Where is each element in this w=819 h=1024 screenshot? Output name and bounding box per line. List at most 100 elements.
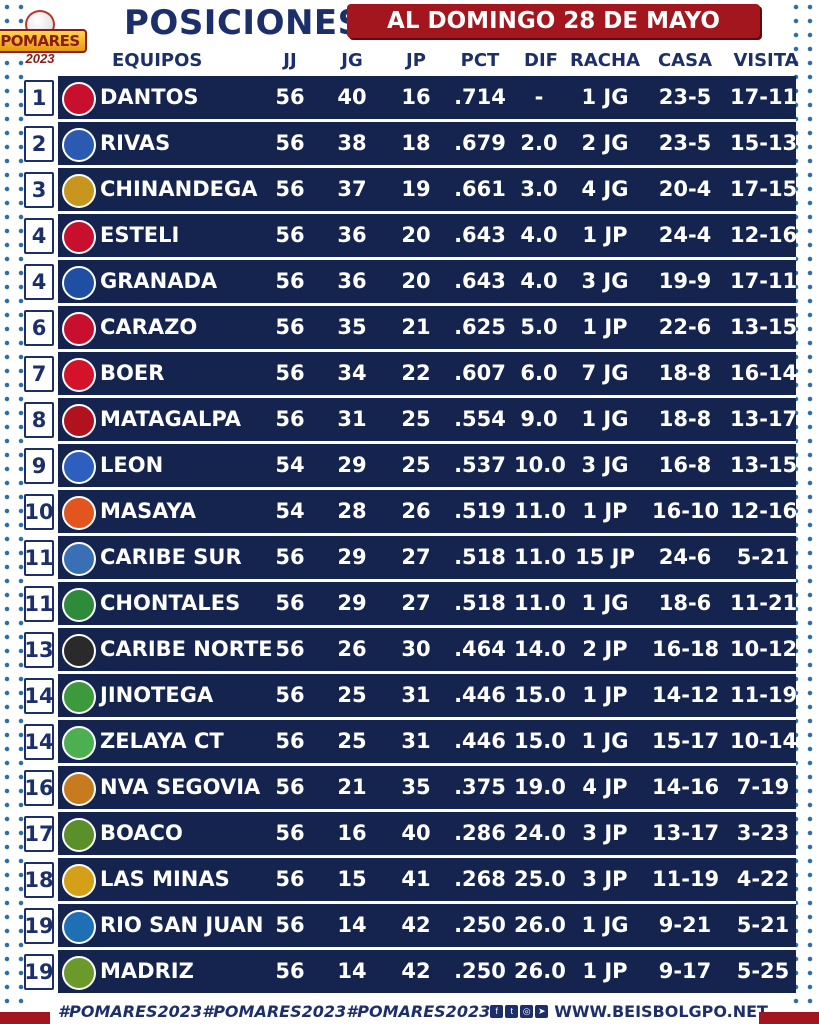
cell-jp: 20 — [401, 269, 431, 293]
table-row: 14 JINOTEGA 56 25 31 .446 15.0 1 JP 14-12 11-19 — [24, 674, 798, 720]
team-name: GRANADA — [100, 269, 218, 293]
cell-jj: 56 — [275, 85, 305, 109]
cell-racha: 1 JP — [582, 959, 628, 983]
team-name: NVA SEGOVIA — [100, 775, 261, 799]
row-background — [58, 812, 796, 855]
cell-visita: 15-13 — [730, 131, 798, 155]
cell-visita: 3-23 — [736, 821, 790, 845]
cell-racha: 1 JP — [582, 223, 628, 247]
cell-jp: 19 — [401, 177, 431, 201]
table-row: 7 BOER 56 34 22 .607 6.0 7 JG 18-8 16-14 — [24, 352, 797, 398]
cell-casa: 18-8 — [658, 407, 712, 431]
cell-pct: .643 — [454, 223, 506, 247]
boer-icon — [62, 358, 96, 392]
table-row: 16 NVA SEGOVIA 56 21 35 .375 19.0 4 JP 14-16 7-19 — [24, 766, 796, 812]
team-name: BOER — [100, 361, 165, 385]
cell-casa: 23-5 — [658, 131, 712, 155]
table-row: 1 DANTOS 56 40 16 .714 - 1 JG 23-5 17-11 — [24, 76, 797, 122]
cell-dif: 26.0 — [514, 959, 566, 983]
row-background — [58, 398, 796, 441]
telegram-icon[interactable]: ➤ — [535, 1004, 549, 1018]
cell-jj: 56 — [275, 407, 305, 431]
team-name: ZELAYA CT — [100, 729, 224, 753]
cell-visita: 10-14 — [730, 729, 798, 753]
team-name: CHINANDEGA — [100, 177, 258, 201]
pomares-logo: POMARES 2023 — [0, 10, 87, 66]
cell-pct: .679 — [454, 131, 506, 155]
team-name: ESTELI — [100, 223, 180, 247]
cell-dif: 24.0 — [514, 821, 566, 845]
twitter-icon[interactable]: t — [505, 1004, 519, 1018]
cell-visita: 11-19 — [730, 683, 798, 707]
team-name: MATAGALPA — [100, 407, 242, 431]
cell-jg: 28 — [337, 499, 367, 523]
row-background — [58, 306, 796, 349]
col-pct: PCT — [460, 50, 500, 71]
row-background — [58, 950, 796, 993]
rank: 11 — [24, 586, 54, 622]
table-row: 14 ZELAYA CT 56 25 31 .446 15.0 1 JG 15-17 10-14 — [24, 720, 798, 766]
row-background — [58, 674, 796, 717]
cell-jg: 29 — [337, 591, 367, 615]
row-background — [58, 352, 796, 395]
cell-visita: 5-21 — [736, 913, 790, 937]
cell-pct: .554 — [454, 407, 506, 431]
footer: #POMARES2023#POMARES2023#POMARES2023 f t… — [0, 998, 819, 1024]
team-name: LAS MINAS — [100, 867, 230, 891]
cell-jj: 54 — [275, 499, 305, 523]
cell-casa: 16-8 — [658, 453, 712, 477]
cell-jp: 18 — [401, 131, 431, 155]
cell-jj: 56 — [275, 131, 305, 155]
rank: 14 — [24, 724, 54, 760]
cell-jp: 42 — [401, 959, 431, 983]
table-row: 4 ESTELI 56 36 20 .643 4.0 1 JP 24-4 12-16 — [24, 214, 797, 260]
row-background — [58, 214, 796, 257]
cell-jp: 35 — [401, 775, 431, 799]
cell-jp: 26 — [401, 499, 431, 523]
cell-jp: 25 — [401, 407, 431, 431]
cell-dif: 5.0 — [520, 315, 558, 339]
cell-racha: 3 JG — [581, 453, 629, 477]
cell-jp: 42 — [401, 913, 431, 937]
col-jp: JP — [406, 50, 426, 71]
cell-racha: 2 JG — [581, 131, 629, 155]
dantos-icon — [62, 82, 96, 116]
cell-dif: 6.0 — [520, 361, 558, 385]
cell-jp: 25 — [401, 453, 431, 477]
cell-jg: 35 — [337, 315, 367, 339]
cell-visita: 17-15 — [730, 177, 798, 201]
cell-visita: 13-15 — [730, 453, 798, 477]
cell-pct: .250 — [454, 913, 506, 937]
cell-visita: 10-12 — [730, 637, 798, 661]
cell-dif: 15.0 — [514, 729, 566, 753]
social-icons: f t ◎ ➤ — [490, 1004, 549, 1018]
zelaya-icon — [62, 726, 96, 760]
table-row: 9 LEON 54 29 25 .537 10.0 3 JG 16-8 13-15 — [24, 444, 798, 490]
cell-racha: 4 JG — [581, 177, 629, 201]
cell-jg: 14 — [337, 959, 367, 983]
website-link[interactable]: WWW.BEISBOLGPO.NET — [554, 1001, 768, 1021]
jinotega-icon — [62, 680, 96, 714]
footer-red-accent-right — [759, 1012, 819, 1024]
cell-jj: 56 — [275, 867, 305, 891]
matagalpa-icon — [62, 404, 96, 438]
table-row: 11 CHONTALES 56 29 27 .518 11.0 1 JG 18-6 11-21 — [24, 582, 797, 628]
rank: 19 — [24, 908, 54, 944]
cell-visita: 7-19 — [736, 775, 790, 799]
row-background — [58, 720, 796, 763]
instagram-icon[interactable]: ◎ — [520, 1004, 534, 1018]
facebook-icon[interactable]: f — [490, 1004, 504, 1018]
carazo-icon — [62, 312, 96, 346]
col-dif: DIF — [524, 50, 558, 71]
table-row: 13 CARIBE NORTE 56 26 30 .464 14.0 2 JP 16-18 10-… — [24, 628, 798, 674]
cell-pct: .518 — [454, 591, 506, 615]
cell-dif: - — [534, 85, 544, 109]
cell-pct: .375 — [454, 775, 506, 799]
cell-casa: 16-18 — [652, 637, 720, 661]
cell-pct: .250 — [454, 959, 506, 983]
cell-jj: 56 — [275, 959, 305, 983]
rank: 1 — [24, 80, 54, 116]
cell-visita: 5-25 — [736, 959, 790, 983]
cell-racha: 7 JG — [581, 361, 629, 385]
chontales-icon — [62, 588, 96, 622]
